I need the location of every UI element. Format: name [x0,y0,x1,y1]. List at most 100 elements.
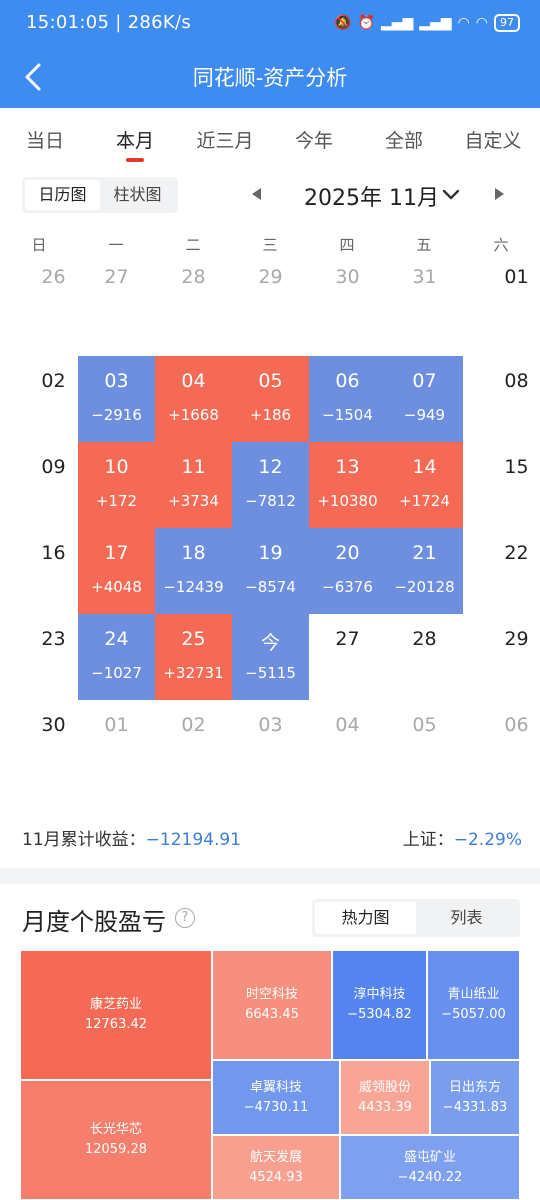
tab-this-year[interactable]: 今年 [294,130,333,152]
calendar-day-pnl: −6376 [322,578,373,596]
calendar-day[interactable]: 22 [478,528,540,614]
tab-all[interactable]: 全部 [384,130,423,152]
calendar-day[interactable]: 01 [478,252,540,338]
calendar-day[interactable]: 14 +1724 [386,442,463,528]
calendar-day-number: 08 [504,370,529,392]
stock-pnl: 4433.39 [358,1099,412,1115]
calendar-day[interactable]: 15 [478,442,540,528]
stock-name: 时空科技 [245,987,298,1002]
calendar-day[interactable]: 26 [15,252,92,338]
tab-three-months[interactable]: 近三月 [196,130,254,152]
stock-name: 康芝药业 [89,997,142,1012]
calendar-day-number: 13 [335,456,360,478]
calendar-day[interactable]: 29 [478,614,540,700]
calendar-day[interactable]: 27 [78,252,155,338]
calendar-day[interactable]: 28 [386,614,463,700]
page-title: 同花顺-资产分析 [192,66,348,90]
calendar-day[interactable]: 04 +1668 [155,356,232,442]
heatmap-tile[interactable]: 长光华芯 12059.28 [20,1080,212,1200]
chevron-down-icon[interactable] [440,184,462,206]
heatmap-tile[interactable]: 淳中科技 −5304.82 [332,950,427,1060]
calendar-day[interactable]: 31 [386,252,463,338]
calendar-day[interactable]: 05 +186 [232,356,309,442]
calendar-day[interactable]: 20 −6376 [309,528,386,614]
calendar-day-number: 03 [258,714,283,736]
heatmap-tile[interactable]: 卓翼科技 −4730.11 [212,1060,340,1135]
calendar-view-button[interactable]: 日历图 [25,180,100,210]
calendar-day[interactable]: 02 [15,356,92,442]
mute-bell-icon: 🔕 [334,15,352,31]
heatmap-tile[interactable]: 日出东方 −4331.83 [430,1060,520,1135]
heatmap-tile[interactable]: 时空科技 6643.45 [212,950,332,1060]
bar-view-button[interactable]: 柱状图 [113,185,162,204]
calendar-day[interactable]: 10 +172 [78,442,155,528]
calendar-day[interactable]: 06 [478,700,540,786]
calendar-day[interactable]: 今 −5115 [232,614,309,700]
next-month-icon[interactable] [495,188,504,200]
calendar-day-number: 29 [258,266,283,288]
calendar-day[interactable]: 09 [15,442,92,528]
heatmap-tile[interactable]: 康芝药业 12763.42 [20,950,212,1080]
calendar-day[interactable]: 03 [232,700,309,786]
calendar-day[interactable]: 02 [155,700,232,786]
calendar-day-pnl: −7812 [245,492,296,510]
stock-pnl: 4524.93 [249,1169,303,1185]
calendar-day[interactable]: 13 +10380 [309,442,386,528]
calendar-day[interactable]: 16 [15,528,92,614]
calendar-day[interactable]: 12 −7812 [232,442,309,528]
calendar-day-number: 02 [181,714,206,736]
calendar-day-pnl: +1668 [168,406,219,424]
calendar-day[interactable]: 18 −12439 [155,528,232,614]
prev-month-icon[interactable] [252,188,261,200]
calendar-day[interactable]: 11 +3734 [155,442,232,528]
calendar-day[interactable]: 21 −20128 [386,528,463,614]
calendar-day[interactable]: 05 [386,700,463,786]
calendar-day[interactable]: 29 [232,252,309,338]
calendar-day-number: 09 [41,456,66,478]
calendar-day-number: 29 [504,628,529,650]
list-button[interactable]: 列表 [450,908,483,927]
status-icons: 🔕 ⏰ ▂▄▆ ▂▄▆ ◠ ◠ 97 [334,12,520,34]
calendar-day[interactable]: 03 −2916 [78,356,155,442]
calendar-day-number: 25 [181,628,206,650]
calendar-day[interactable]: 30 [15,700,92,786]
calendar-day[interactable]: 23 [15,614,92,700]
calendar-day[interactable]: 17 +4048 [78,528,155,614]
weekday-label: 二 [185,236,201,254]
calendar-day-number: 11 [181,456,206,478]
calendar-day[interactable]: 06 −1504 [309,356,386,442]
calendar-day[interactable]: 25 +32731 [155,614,232,700]
calendar-day[interactable]: 04 [309,700,386,786]
calendar-day-number: 07 [412,370,437,392]
index-return-label: 上证： [402,830,454,850]
month-label[interactable]: 2025年 11月 [304,186,439,211]
calendar-day-number: 23 [41,628,66,650]
tab-custom[interactable]: 自定义 [464,130,522,152]
calendar-day-pnl: +4048 [91,578,142,596]
calendar-day[interactable]: 24 −1027 [78,614,155,700]
heatmap-tile[interactable]: 青山纸业 −5057.00 [427,950,520,1060]
stock-name: 长光华芯 [89,1122,142,1137]
help-icon[interactable]: ? [175,908,195,928]
heatmap-tile[interactable]: 盛屯矿业 −4240.22 [340,1135,520,1200]
calendar-day[interactable]: 08 [478,356,540,442]
month-selector: 2025年 11月 [240,178,520,212]
calendar-day[interactable]: 07 −949 [386,356,463,442]
heatmap-tile[interactable]: 威领股份 4433.39 [340,1060,430,1135]
calendar-day[interactable]: 28 [155,252,232,338]
calendar-day[interactable]: 01 [78,700,155,786]
calendar-day[interactable]: 19 −8574 [232,528,309,614]
calendar-day[interactable]: 27 [309,614,386,700]
back-arrow-icon[interactable] [18,60,52,94]
tab-this-month[interactable]: 本月 [115,130,154,152]
index-return: 上证：−2.29% [403,825,522,850]
calendar-day-number: 27 [335,628,360,650]
weekday-label: 四 [339,236,355,254]
calendar-day[interactable]: 30 [309,252,386,338]
tab-today[interactable]: 当日 [25,130,64,152]
heatmap-button[interactable]: 热力图 [315,902,416,934]
calendar-day-number: 02 [41,370,66,392]
calendar-day-pnl: −1027 [91,664,142,682]
heatmap-tile[interactable]: 航天发展 4524.93 [212,1135,340,1200]
stock-name: 日出东方 [448,1079,501,1095]
